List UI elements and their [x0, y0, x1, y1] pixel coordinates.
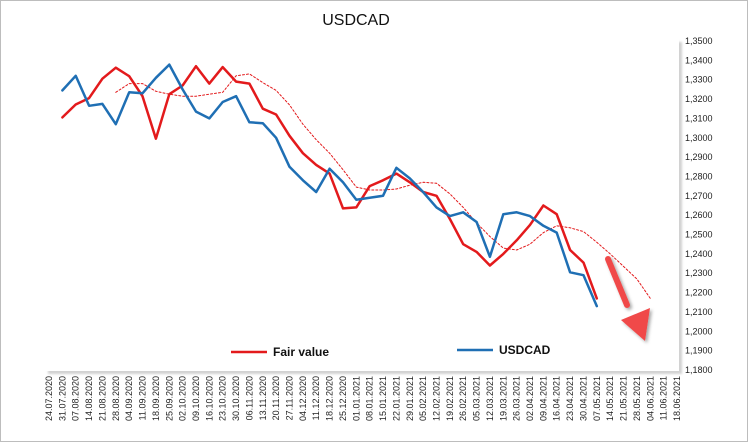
y-tick-label: 1,2600 — [685, 210, 713, 220]
x-tick-label: 01.01.2021 — [351, 376, 361, 421]
y-tick-label: 1,3000 — [685, 133, 713, 143]
x-tick-label: 29.01.2021 — [405, 376, 415, 421]
x-tick-label: 13.11.2020 — [258, 376, 268, 420]
x-tick-label: 07.08.2020 — [71, 376, 81, 421]
y-tick-label: 1,2900 — [685, 152, 713, 162]
x-tick-label: 22.01.2021 — [391, 376, 401, 421]
x-tick-label: 27.11.2020 — [285, 376, 295, 420]
x-tick-label: 20.11.2020 — [271, 376, 281, 420]
x-tick-label: 15.01.2021 — [378, 376, 388, 421]
y-tick-label: 1,3300 — [685, 75, 713, 85]
x-tick-label: 04.06.2021 — [645, 376, 655, 421]
x-tick-label: 02.04.2021 — [525, 376, 535, 421]
y-tick-label: 1,3500 — [685, 36, 713, 46]
x-tick-label: 19.03.2021 — [498, 376, 508, 421]
y-tick-label: 1,2500 — [685, 230, 713, 240]
y-tick-label: 1,3400 — [685, 55, 713, 65]
y-tick-label: 1,2200 — [685, 288, 713, 298]
x-tick-label: 11.12.2020 — [311, 376, 321, 420]
x-tick-label: 26.02.2021 — [458, 376, 468, 421]
x-tick-label: 25.09.2020 — [164, 376, 174, 421]
x-tick-label: 25.12.2020 — [338, 376, 348, 421]
x-tick-label: 21.05.2021 — [619, 376, 629, 421]
legend-item-fair-value: Fair value — [273, 345, 329, 359]
x-tick-label: 23.04.2021 — [565, 376, 575, 421]
x-tick-label: 19.02.2021 — [445, 376, 455, 421]
y-tick-label: 1,1900 — [685, 346, 713, 356]
x-tick-label: 09.04.2021 — [538, 376, 548, 421]
y-tick-label: 1,2700 — [685, 191, 713, 201]
x-tick-label: 11.09.2020 — [138, 376, 148, 420]
x-tick-label: 23.10.2020 — [218, 376, 228, 421]
x-tick-label: 05.03.2021 — [472, 376, 482, 421]
series-line-usdcad — [61, 63, 599, 308]
y-tick-label: 1,3200 — [685, 94, 713, 104]
x-tick-label: 11.06.2021 — [659, 376, 669, 420]
x-tick-label: 28.08.2020 — [111, 376, 121, 421]
x-tick-label: 09.10.2020 — [191, 376, 201, 421]
x-tick-label: 21.08.2020 — [97, 376, 107, 421]
y-tick-label: 1,3100 — [685, 113, 713, 123]
x-tick-label: 30.10.2020 — [231, 376, 241, 421]
down-arrow-icon — [605, 256, 650, 341]
x-tick-label: 07.05.2021 — [592, 376, 602, 421]
x-tick-label: 04.12.2020 — [298, 376, 308, 421]
x-tick-label: 02.10.2020 — [178, 376, 188, 421]
y-tick-label: 1,2000 — [685, 326, 713, 336]
x-tick-label: 16.04.2021 — [552, 376, 562, 421]
series-line-fair-value — [61, 64, 599, 300]
plot-area — [45, 39, 679, 371]
x-tick-label: 30.04.2021 — [578, 376, 588, 421]
x-tick-label: 18.06.2021 — [672, 376, 682, 421]
x-tick-label: 06.11.2020 — [244, 376, 254, 420]
y-tick-label: 1,1800 — [685, 365, 713, 375]
x-tick-label: 14.05.2021 — [605, 376, 615, 421]
chart-title: USDCAD — [322, 12, 390, 29]
x-tick-label: 12.02.2021 — [431, 376, 441, 421]
x-tick-label: 28.05.2021 — [632, 376, 642, 421]
x-tick-label: 08.01.2021 — [365, 376, 375, 421]
x-tick-label: 31.07.2020 — [57, 376, 67, 421]
x-tick-label: 14.08.2020 — [84, 376, 94, 421]
x-tick-label: 16.10.2020 — [204, 376, 214, 421]
legend-item-usdcad: USDCAD — [499, 343, 551, 357]
x-tick-label: 12.03.2021 — [485, 376, 495, 421]
x-tick-label: 05.02.2021 — [418, 376, 428, 421]
y-tick-label: 1,2100 — [685, 307, 713, 317]
x-tick-label: 04.09.2020 — [124, 376, 134, 421]
y-tick-label: 1,2400 — [685, 249, 713, 259]
y-tick-label: 1,2300 — [685, 268, 713, 278]
x-tick-label: 18.12.2020 — [325, 376, 335, 421]
x-tick-label: 18.09.2020 — [151, 376, 161, 421]
x-tick-label: 26.03.2021 — [512, 376, 522, 421]
y-tick-label: 1,2800 — [685, 171, 713, 181]
x-tick-label: 24.07.2020 — [44, 376, 54, 421]
